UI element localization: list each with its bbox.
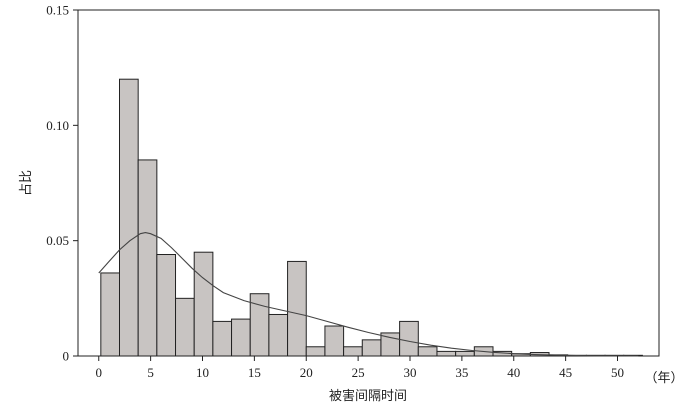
x-tick-label: 5 <box>147 365 154 380</box>
x-axis: 0 5 10 15 20 25 30 35 40 45 50 <box>96 356 624 380</box>
histogram-bar <box>156 254 177 357</box>
histogram-bar <box>231 318 251 357</box>
y-tick-label: 0.15 <box>46 3 69 18</box>
histogram-bar <box>119 78 139 357</box>
x-tick-label: 45 <box>559 365 572 380</box>
x-tick-label: 50 <box>611 365 624 380</box>
histogram-bar <box>287 260 307 357</box>
x-tick-label: 40 <box>507 365 520 380</box>
histogram-bar <box>268 313 289 357</box>
histogram-bar <box>455 350 475 357</box>
x-tick-label: 35 <box>455 365 468 380</box>
histogram-bar <box>343 346 363 357</box>
x-axis-unit: （年） <box>644 371 683 386</box>
histogram-bar <box>417 346 438 357</box>
x-tick-label: 15 <box>248 365 261 380</box>
y-tick-label: 0.10 <box>46 118 69 133</box>
x-tick-label: 10 <box>196 365 209 380</box>
histogram-bar <box>193 251 214 357</box>
y-axis-title: 占比 <box>19 170 34 196</box>
histogram-bar <box>100 272 120 357</box>
histogram-bar <box>175 297 195 357</box>
histogram-bar <box>305 346 326 357</box>
histogram-bar <box>324 325 345 357</box>
x-tick-label: 30 <box>404 365 417 380</box>
x-tick-label: 0 <box>96 365 103 380</box>
density-curve <box>98 232 639 357</box>
histogram-bar <box>361 339 382 357</box>
y-tick-label: 0.05 <box>46 233 69 248</box>
histogram-bar <box>399 320 419 357</box>
bars-group <box>100 78 643 357</box>
x-tick-label: 20 <box>300 365 313 380</box>
histogram-bar <box>212 320 233 357</box>
y-axis: 0 0.05 0.10 0.15 <box>46 3 78 364</box>
histogram-bar <box>137 159 158 357</box>
x-axis-title: 被害间隔时间 <box>329 388 407 404</box>
y-tick-label: 0 <box>63 349 70 364</box>
histogram-bar <box>436 350 457 357</box>
x-tick-label: 25 <box>352 365 365 380</box>
